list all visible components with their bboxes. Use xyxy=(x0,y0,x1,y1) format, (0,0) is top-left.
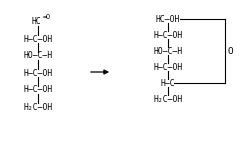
Text: HC–OH: HC–OH xyxy=(156,15,180,24)
Text: =O: =O xyxy=(43,14,51,20)
Text: H–C–OH: H–C–OH xyxy=(23,69,53,78)
Text: H–C–OH: H–C–OH xyxy=(153,30,183,39)
Text: HC: HC xyxy=(31,18,41,27)
Text: H₂C–OH: H₂C–OH xyxy=(153,94,183,103)
Text: H–C–OH: H–C–OH xyxy=(23,85,53,94)
Text: H–C: H–C xyxy=(161,78,175,87)
Text: HO–C–H: HO–C–H xyxy=(153,46,183,56)
Text: HO–C–H: HO–C–H xyxy=(23,51,53,60)
Text: H₂C–OH: H₂C–OH xyxy=(23,102,53,111)
Text: O: O xyxy=(228,46,234,56)
Text: H–C–OH: H–C–OH xyxy=(153,63,183,72)
Text: H–C–OH: H–C–OH xyxy=(23,34,53,43)
